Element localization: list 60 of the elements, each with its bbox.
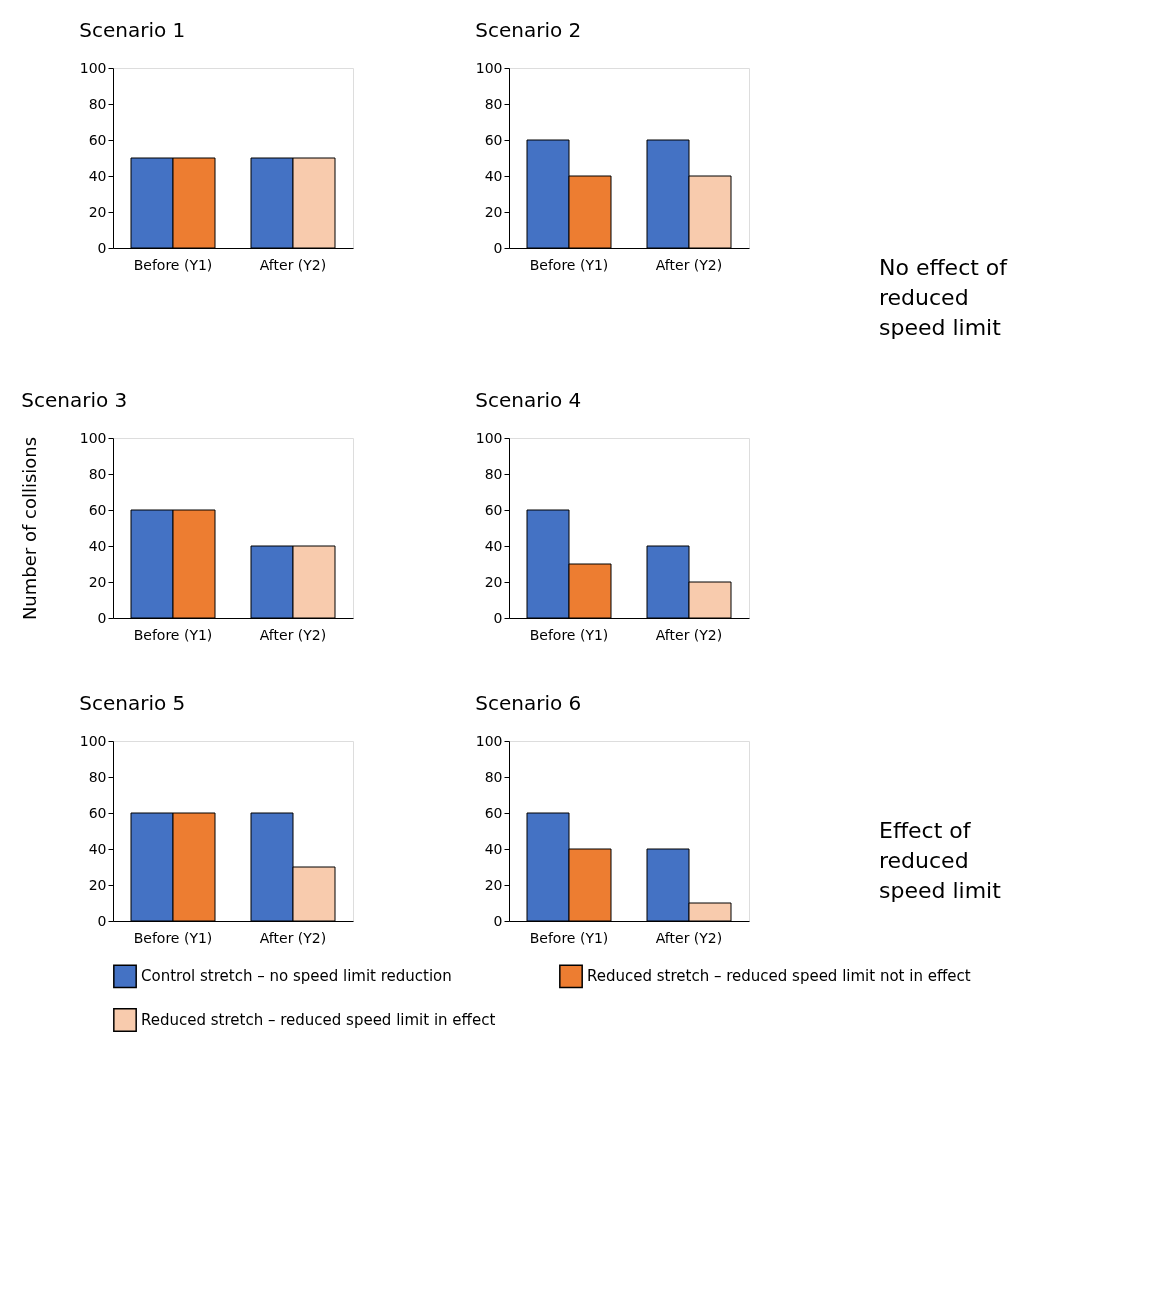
y-tick-label: 100 [79,59,107,76]
y-tick-label: 20 [88,203,107,220]
y-tick-label: 100 [475,429,503,446]
x-tick-label: Before (Y1) [529,929,609,946]
x-tick-label: Before (Y1) [529,626,609,643]
y-tick-label: 20 [484,203,503,220]
chart-title: Scenario 4 [475,388,582,412]
x-tick-label: After (Y2) [259,929,327,946]
y-tick-label: 0 [493,912,503,929]
x-tick-label: After (Y2) [259,256,327,273]
y-tick-label: 0 [97,239,107,256]
y-axis-title: Number of collisions [18,436,40,621]
y-tick-label: 20 [484,573,503,590]
chart-title: Scenario 2 [475,18,582,42]
chart-title: Scenario 1 [79,18,186,42]
x-tick-label: Before (Y1) [133,256,213,273]
y-tick-label: 0 [493,239,503,256]
y-tick-label: 80 [484,768,503,785]
y-tick-label: 60 [88,131,107,148]
y-tick-label: 80 [484,465,503,482]
y-tick-label: 40 [484,840,503,857]
text: Effect of reduced speed limit [879,818,1002,903]
y-tick-label: 80 [88,768,107,785]
y-tick-label: 100 [79,429,107,446]
y-tick-label: 80 [484,95,503,112]
text: No effect of reduced speed limit [879,255,1009,340]
y-tick-label: 100 [475,59,503,76]
y-tick-label: 0 [493,609,503,626]
y-tick-label: 40 [88,537,107,554]
chart-title: Scenario 6 [475,691,582,715]
x-tick-label: After (Y2) [655,929,723,946]
y-tick-label: 80 [88,95,107,112]
y-tick-label: 60 [484,804,503,821]
y-tick-label: 20 [484,876,503,893]
y-tick-label: 20 [88,876,107,893]
x-tick-label: After (Y2) [259,626,327,643]
y-tick-label: 20 [88,573,107,590]
y-tick-label: 60 [484,501,503,518]
chart-title: Scenario 5 [79,691,186,715]
y-tick-label: 0 [97,609,107,626]
y-tick-label: 40 [484,167,503,184]
y-tick-label: 0 [97,912,107,929]
y-tick-label: 100 [79,732,107,749]
y-tick-label: 60 [88,804,107,821]
legend-label: Reduced stretch – reduced speed limit not in effect [587,967,971,986]
x-tick-label: After (Y2) [655,256,723,273]
x-tick-label: Before (Y1) [133,929,213,946]
y-tick-label: 60 [88,501,107,518]
y-tick-label: 40 [88,840,107,857]
y-tick-label: 100 [475,732,503,749]
x-tick-label: Before (Y1) [529,256,609,273]
x-tick-label: After (Y2) [655,626,723,643]
x-tick-label: Before (Y1) [133,626,213,643]
chart-title: Scenario 3 [21,388,128,412]
y-tick-label: 40 [484,537,503,554]
legend-label: Reduced stretch – reduced speed limit in effect [141,1011,496,1029]
legend-label: Control stretch – no speed limit reduction [141,967,452,986]
y-tick-label: 40 [88,167,107,184]
y-tick-label: 60 [484,131,503,148]
y-tick-label: 80 [88,465,107,482]
